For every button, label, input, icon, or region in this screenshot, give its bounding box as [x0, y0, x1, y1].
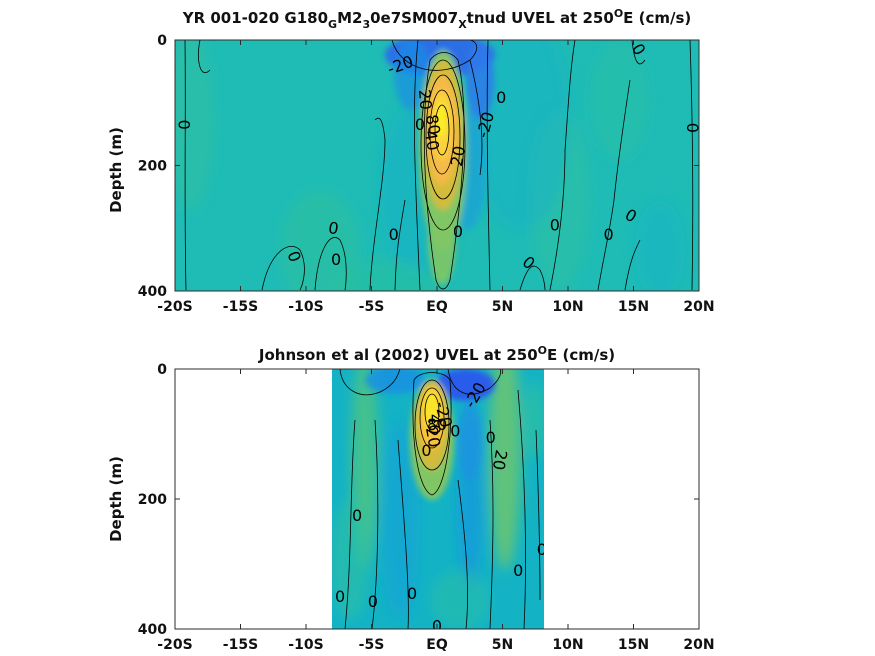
top-contour-label: 20 [415, 89, 436, 111]
top-contour-label: 20 [447, 144, 469, 167]
bottom-contour-label: 40 [425, 414, 444, 434]
bottom-x-tick-label: 15N [618, 637, 649, 653]
bottom-contour-label: 0 [352, 506, 362, 525]
top-x-tick-label: -10S [288, 299, 323, 315]
bottom-contour-label: 0 [421, 441, 431, 460]
top-panel: YR 001-020 G180GM230e7SM007Xtnud UVEL at… [107, 7, 715, 315]
bottom-contour-label: 0 [432, 616, 442, 635]
bottom-x-tick-label: -10S [288, 637, 323, 653]
top-contour-label: 0 [683, 123, 702, 133]
bottom-x-tick-label: -5S [359, 637, 385, 653]
bottom-contour-label: 0 [335, 587, 345, 606]
top-x-tick-label: -5S [359, 299, 385, 315]
bottom-contour-label: 20 [422, 426, 444, 449]
top-y-tick-label: 200 [138, 159, 167, 175]
top-x-tick-label: -15S [223, 299, 258, 315]
bottom-contour-label: 0 [450, 421, 460, 440]
top-x-tick-label: 15N [618, 299, 649, 315]
bottom-y-tick-label: 400 [138, 622, 167, 638]
bottom-contour-label: 0 [407, 584, 417, 603]
top-contour-label: 0 [496, 88, 506, 107]
bottom-y-axis-label: Depth (m) [107, 456, 125, 542]
bottom-x-tick-label: 20N [683, 637, 714, 653]
top-contour-label: 40 [421, 129, 443, 152]
bottom-title: Johnson et al (2002) UVEL at 250OE (cm/s… [258, 344, 615, 364]
bottom-contour-label: 0 [486, 428, 496, 447]
bottom-contour-label: 0 [513, 561, 523, 580]
top-contour-label: 0 [415, 115, 425, 134]
top-contour-label: 0 [331, 250, 341, 269]
bottom-contour-label: 20 [489, 448, 511, 471]
top-x-tick-label: -20S [157, 299, 192, 315]
top-x-tick-label: 5N [492, 299, 513, 315]
top-y-tick-label: 0 [157, 33, 167, 49]
bottom-y-tick-label: 0 [157, 362, 167, 378]
bottom-contour-lines [339, 369, 541, 629]
bottom-x-tick-label: 5N [492, 637, 513, 653]
bottom-contour-label: 0 [537, 540, 547, 559]
top-contour-label: 0 [175, 120, 194, 130]
bottom-contour-label: 0 [368, 592, 378, 611]
top-x-tick-label: 20N [683, 299, 714, 315]
top-contour-lines [184, 40, 694, 291]
top-contour-label: 0 [453, 222, 463, 241]
top-contour-label: 80 [422, 113, 444, 136]
bottom-x-tick-label: 10N [552, 637, 583, 653]
bottom-x-tick-label: EQ [426, 637, 448, 653]
bottom-x-tick-label: -15S [223, 637, 258, 653]
top-contour-label: 0 [389, 225, 399, 244]
top-contour-label: 0 [604, 225, 614, 244]
top-x-tick-label: 10N [552, 299, 583, 315]
top-y-axis-label: Depth (m) [107, 127, 125, 213]
top-x-tick-label: EQ [426, 299, 448, 315]
bottom-contour-label: 80 [427, 415, 447, 434]
top-title: YR 001-020 G180GM230e7SM007Xtnud UVEL at… [182, 7, 692, 31]
top-y-tick-label: 400 [138, 284, 167, 300]
bottom-y-tick-label: 200 [138, 492, 167, 508]
top-contour-label: 0 [550, 216, 560, 235]
top-contour-label: 0 [327, 218, 340, 238]
bottom-panel: Johnson et al (2002) UVEL at 250OE (cm/s… [107, 344, 715, 653]
bottom-x-tick-label: -20S [157, 637, 192, 653]
